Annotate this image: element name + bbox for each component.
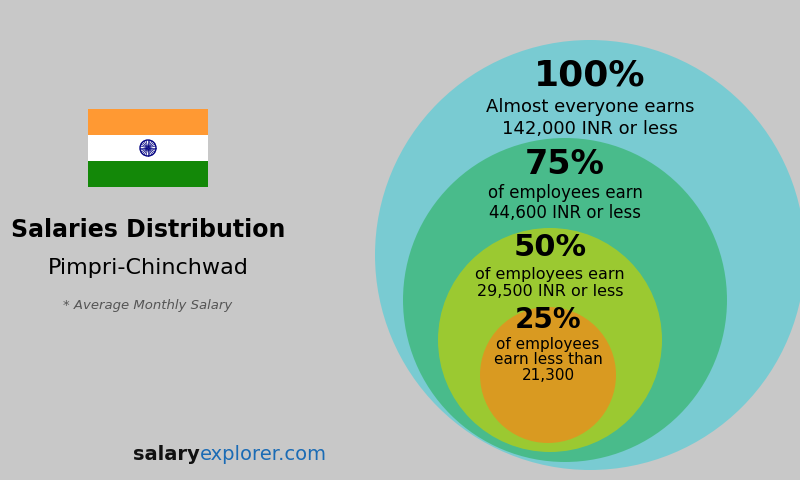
Text: of employees earn: of employees earn	[475, 266, 625, 281]
Text: Pimpri-Chinchwad: Pimpri-Chinchwad	[47, 258, 249, 278]
Text: 21,300: 21,300	[522, 369, 574, 384]
Bar	[88, 161, 208, 187]
Text: Salaries Distribution: Salaries Distribution	[11, 218, 285, 242]
Text: 100%: 100%	[534, 58, 646, 92]
Bar	[88, 135, 208, 161]
Text: earn less than: earn less than	[494, 352, 602, 368]
Text: 75%: 75%	[525, 148, 605, 181]
Text: salary: salary	[134, 445, 200, 465]
Text: of employees: of employees	[496, 336, 600, 351]
Text: 25%: 25%	[514, 306, 582, 334]
Text: 29,500 INR or less: 29,500 INR or less	[477, 285, 623, 300]
Text: 50%: 50%	[514, 233, 586, 263]
Bar	[88, 109, 208, 135]
Circle shape	[480, 307, 616, 443]
Circle shape	[438, 228, 662, 452]
Text: explorer.com: explorer.com	[200, 445, 327, 465]
Circle shape	[375, 40, 800, 470]
Text: Almost everyone earns: Almost everyone earns	[486, 98, 694, 116]
Text: of employees earn: of employees earn	[487, 184, 642, 202]
Text: 44,600 INR or less: 44,600 INR or less	[489, 204, 641, 222]
Text: 142,000 INR or less: 142,000 INR or less	[502, 120, 678, 138]
Circle shape	[403, 138, 727, 462]
Text: * Average Monthly Salary: * Average Monthly Salary	[63, 299, 233, 312]
